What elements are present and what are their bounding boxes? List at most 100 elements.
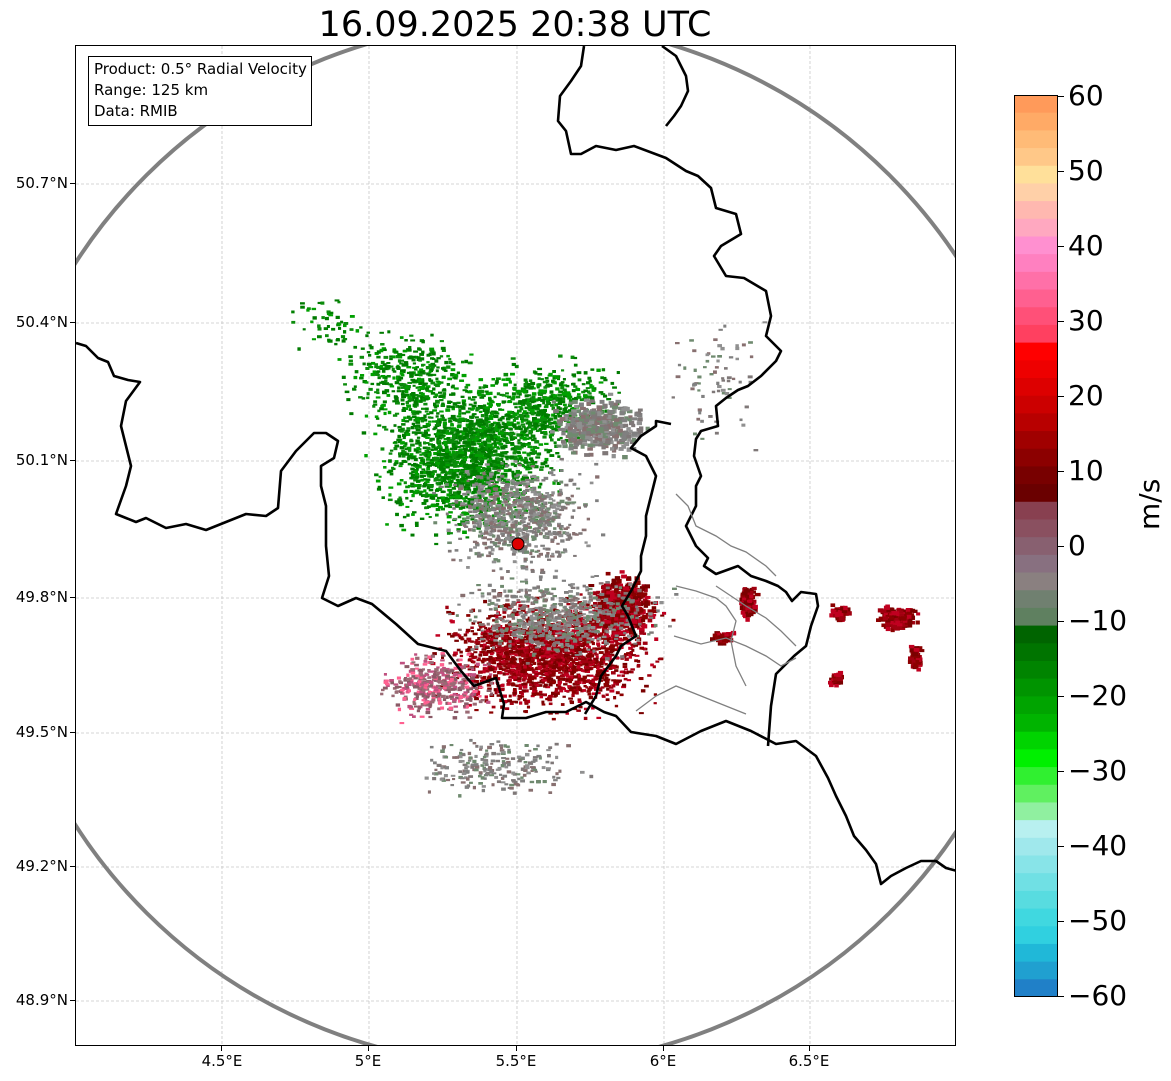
echo-pixel [560,505,566,509]
echo-pixel [489,472,494,476]
echo-pixel [491,501,496,505]
echo-pixel [531,685,535,688]
echo-pixel [450,472,455,475]
echo-pixel [521,505,527,508]
echo-pixel [394,462,399,465]
echo-pixel [523,414,529,418]
echo-pixel [414,412,420,415]
echo-pixel [582,439,588,443]
echo-pixel [543,520,548,523]
echo-pixel [572,482,577,486]
echo-pixel [468,654,474,658]
echo-pixel [608,686,614,689]
echo-pixel [510,504,516,507]
echo-pixel [561,673,566,676]
echo-pixel [389,385,395,388]
echo-pixel [560,525,564,528]
echo-pixel [495,377,501,380]
echo-pixel [490,422,495,427]
echo-pixel [353,385,357,388]
echo-pixel [479,421,485,424]
echo-pixel [536,420,540,424]
echo-pixel [561,579,567,582]
echo-pixel [586,517,591,521]
echo-pixel [433,395,438,399]
echo-pixel [407,462,412,466]
echo-pixel [484,406,490,410]
echo-pixel [524,456,528,461]
echo-pixel [526,464,530,467]
echo-pixel [454,523,458,527]
echo-pixel [448,483,453,487]
echo-pixel [435,369,439,373]
echo-pixel [511,392,516,396]
echo-pixel [553,408,559,414]
echo-pixel [532,527,537,531]
echo-pixel [531,531,536,534]
echo-pixel [479,396,485,399]
echo-pixel [448,463,454,467]
echo-pixel [524,540,530,544]
echo-pixel [570,355,575,359]
echo-pixel [527,405,532,409]
echo-pixel [494,412,500,415]
echo-pixel [514,613,519,617]
echo-pixel [393,424,397,427]
echo-pixel [539,693,545,696]
echo-pixel [525,497,530,500]
echo-pixel [403,460,408,463]
echo-pixel [416,436,421,439]
echo-pixel [424,398,429,401]
echo-pixel [557,393,563,397]
echo-pixel [542,401,546,405]
echo-pixel [564,426,571,430]
echo-pixel [493,440,497,444]
echo-pixel [410,378,416,381]
echo-pixel [568,415,572,418]
echo-pixel [372,404,376,408]
echo-pixel [480,407,485,410]
echo-pixel [474,437,480,441]
echo-pixel [479,462,483,466]
echo-pixel [426,478,431,481]
echo-pixel [487,639,491,644]
echo-pixel [515,482,520,486]
echo-pixel [420,392,425,397]
echo-pixel [532,512,536,515]
echo-pixel [450,423,454,427]
echo-pixel [510,657,515,662]
echo-pixel [405,505,410,508]
radar-map[interactable] [75,45,956,1046]
echo-pixel [581,390,586,394]
echo-pixel [422,474,426,477]
echo-pixel [578,532,583,535]
echo-pixel [453,492,458,495]
echo-pixel [622,662,628,666]
echo-pixel [405,485,410,489]
echo-pixel [467,497,471,501]
echo-pixel [442,421,447,426]
echo-pixel [490,635,495,639]
echo-pixel [456,415,462,418]
echo-pixel [467,668,472,671]
echo-pixel [576,425,583,429]
echo-pixel [510,372,515,376]
echo-pixel [417,389,422,392]
echo-pixel [493,395,497,399]
echo-pixel [506,520,511,523]
echo-pixel [624,442,629,446]
echo-pixel [461,373,467,378]
echo-pixel [644,684,649,688]
echo-pixel [441,441,446,445]
echo-pixel [548,677,554,681]
echo-pixel [398,496,402,500]
echo-pixel [439,482,443,485]
echo-pixel [548,421,552,426]
echo-pixel [464,503,468,506]
echo-pixel [450,405,455,409]
echo-pixel [541,528,546,532]
echo-pixel [476,483,481,486]
echo-pixel [397,359,401,363]
echo-pixel [373,403,378,406]
echo-pixel [517,504,522,508]
